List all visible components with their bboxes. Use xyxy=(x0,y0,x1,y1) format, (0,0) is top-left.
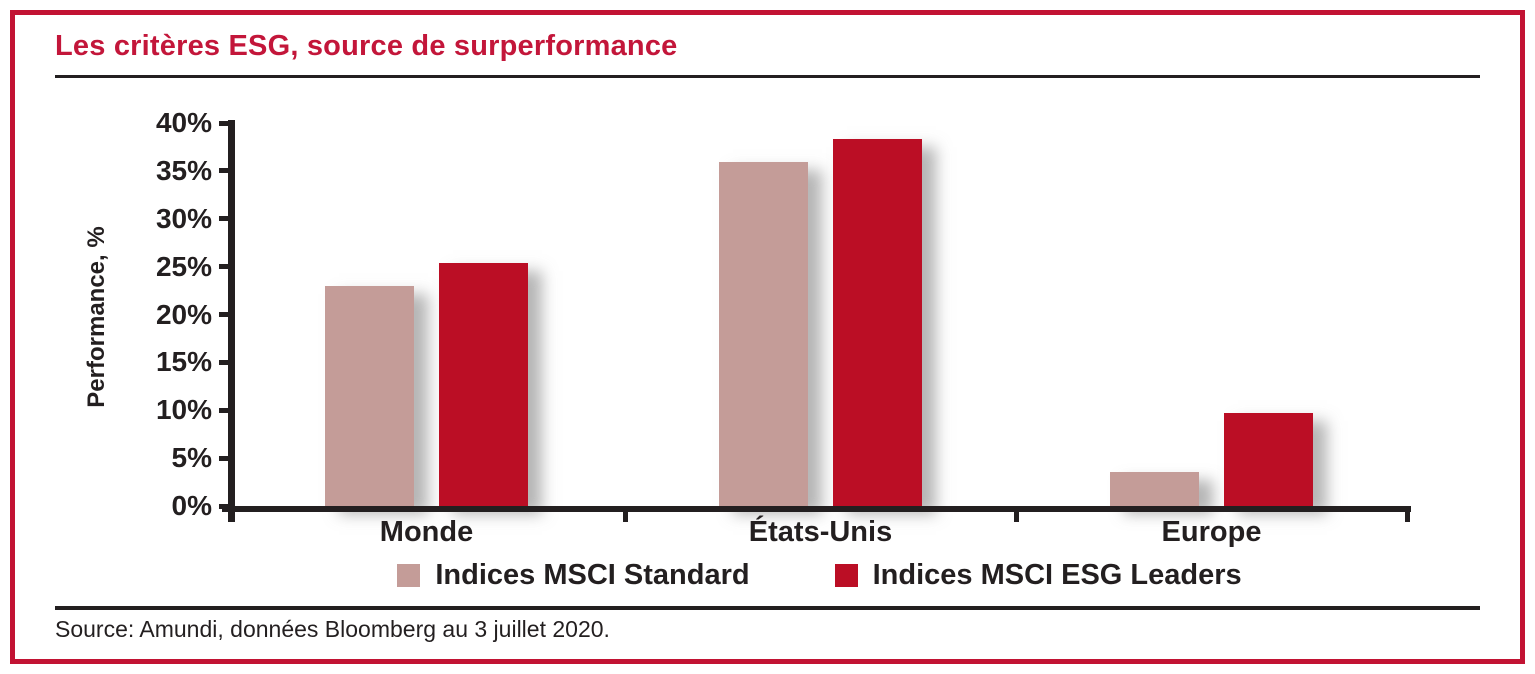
x-axis-line xyxy=(222,506,1411,512)
source-note: Source: Amundi, données Bloomberg au 3 j… xyxy=(55,616,610,642)
y-tick xyxy=(219,216,228,222)
y-tick-label: 10% xyxy=(155,394,212,426)
category-label-États-Unis: États-Unis xyxy=(748,516,893,548)
bar-esg-leaders-Monde xyxy=(439,262,528,506)
y-tick-label: 30% xyxy=(155,202,212,234)
category-label-Monde: Monde xyxy=(379,516,474,548)
y-tick-label: 20% xyxy=(155,298,212,330)
title-divider xyxy=(55,75,1480,78)
legend-label-standard: Indices MSCI Standard xyxy=(435,558,750,591)
footer-divider xyxy=(55,606,1480,610)
legend-swatch-esg-leaders xyxy=(834,563,858,587)
y-tick xyxy=(219,312,228,317)
x-tick xyxy=(622,512,628,522)
y-tick xyxy=(219,503,228,509)
legend-label-esg-leaders: Indices MSCI ESG Leaders xyxy=(872,558,1242,591)
x-tick xyxy=(1404,512,1410,522)
x-tick xyxy=(1013,512,1019,522)
bar-esg-leaders-Europe xyxy=(1224,413,1313,506)
legend-swatch-standard xyxy=(397,563,421,587)
chart-title: Les critères ESG, source de surperforman… xyxy=(55,30,678,62)
y-tick xyxy=(219,407,228,413)
y-tick xyxy=(219,359,228,365)
bar-standard-Europe xyxy=(1110,472,1199,506)
y-tick-label: 25% xyxy=(155,250,212,282)
y-tick xyxy=(219,168,228,174)
chart-legend: Indices MSCI Standard Indices MSCI ESG L… xyxy=(228,556,1411,594)
y-tick-label: 35% xyxy=(155,154,212,186)
y-tick xyxy=(219,120,228,126)
y-tick xyxy=(219,264,228,270)
bar-esg-leaders-États-Unis xyxy=(833,139,922,506)
bar-standard-États-Unis xyxy=(719,162,808,506)
y-axis-line xyxy=(228,120,235,522)
y-tick-label: 15% xyxy=(155,346,212,378)
y-tick-label: 40% xyxy=(155,107,212,138)
y-tick xyxy=(219,455,228,461)
y-tick-label: 5% xyxy=(171,442,212,474)
legend-entry-esg-leaders: Indices MSCI ESG Leaders xyxy=(834,558,1242,592)
legend-entry-standard: Indices MSCI Standard xyxy=(397,558,750,592)
bar-standard-Monde xyxy=(325,285,414,506)
category-label-Europe: Europe xyxy=(1161,516,1262,548)
y-tick-label: 0% xyxy=(171,490,212,521)
